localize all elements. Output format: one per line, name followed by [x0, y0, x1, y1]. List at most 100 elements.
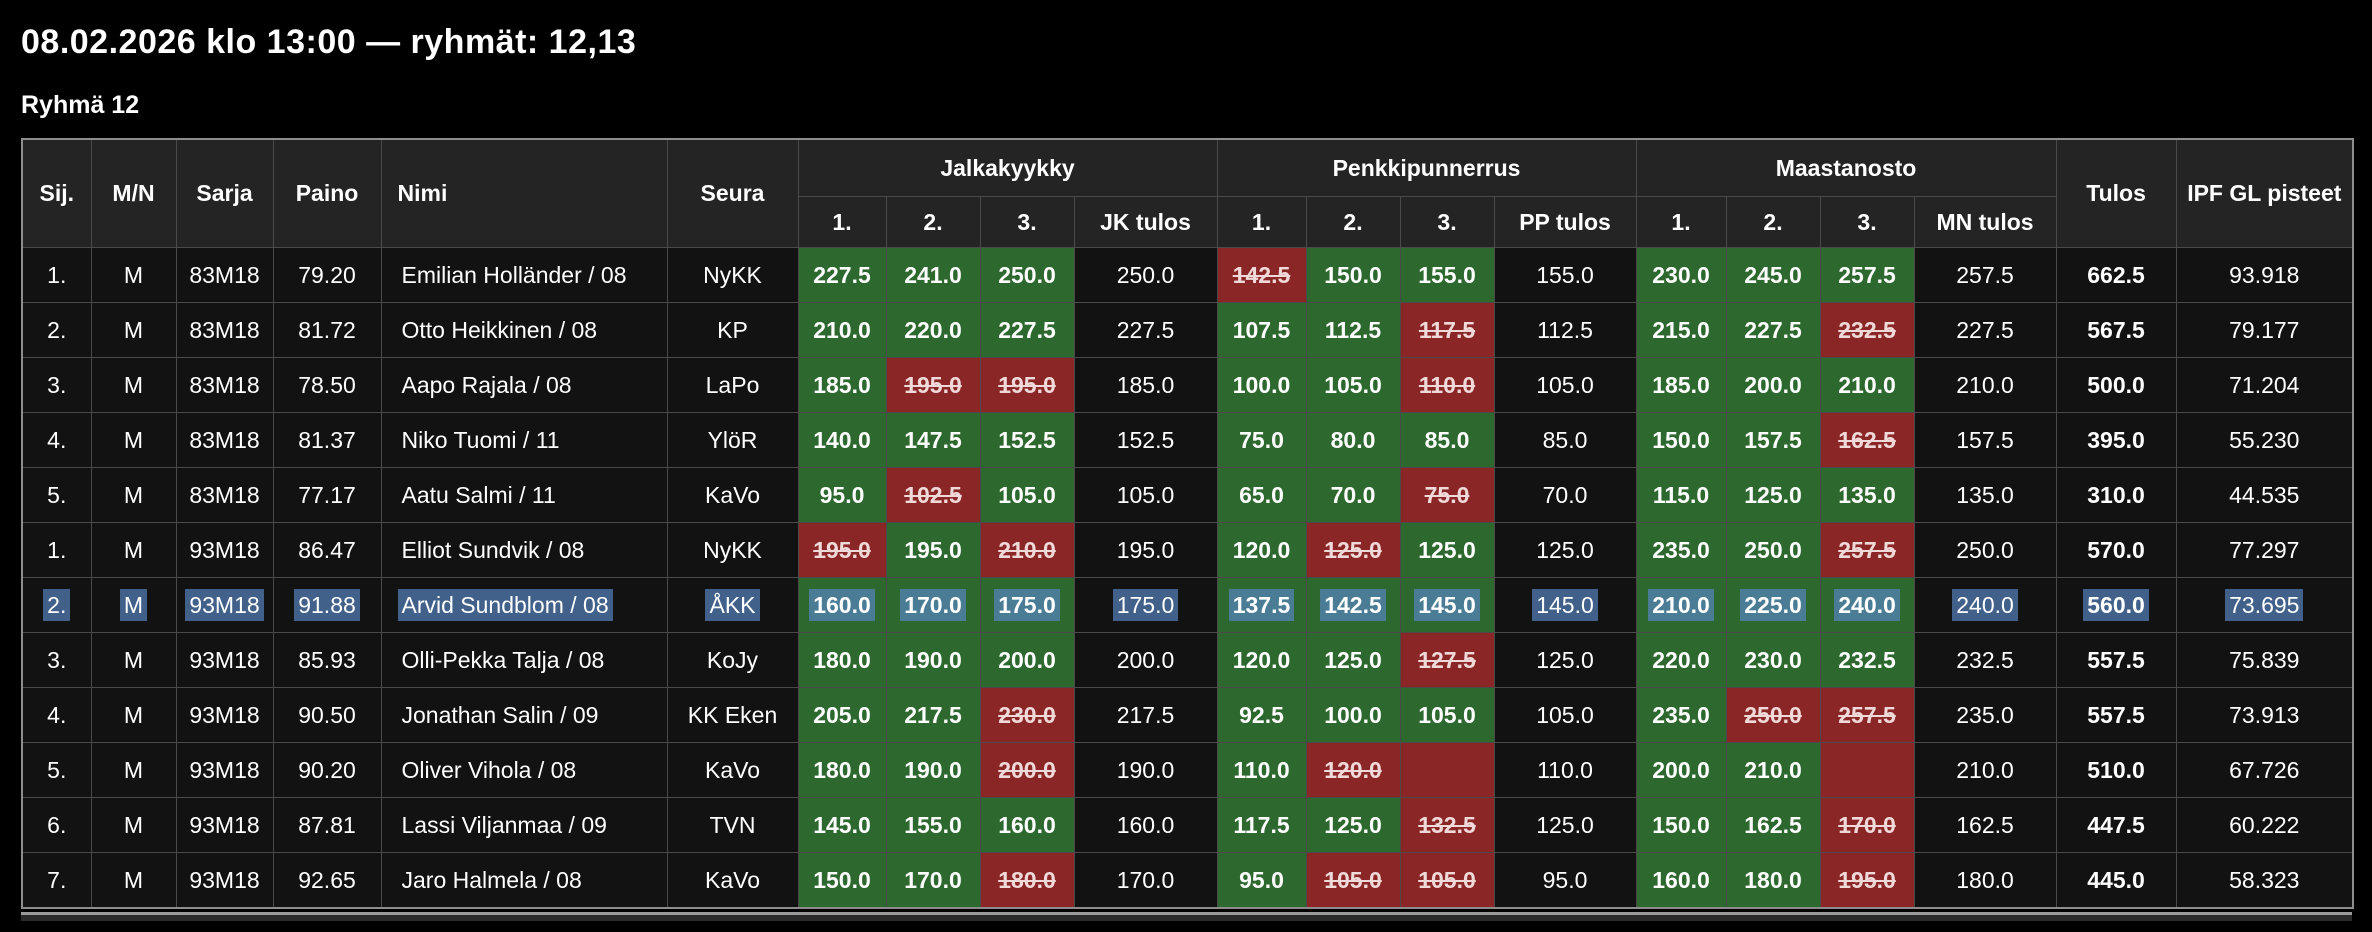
bench-result-cell: 105.0 — [1493, 687, 1637, 743]
table-row[interactable]: 2. M 83M18 81.72 Otto Heikkinen / 08 KP 210.0 2… — [21, 302, 2354, 358]
name-cell: Niko Tuomi / 11 — [380, 412, 668, 468]
class-cell: 83M18 — [175, 467, 274, 523]
col-header-bench-result: PP tulos — [1493, 196, 1637, 248]
gender-cell: M — [90, 742, 177, 798]
deadlift-result-cell: 157.5 — [1913, 412, 2057, 468]
squat-attempt-1: 95.0 — [797, 467, 887, 523]
deadlift-result-cell: 235.0 — [1913, 687, 2057, 743]
gender-cell: M — [90, 302, 177, 358]
bodyweight-cell: 92.65 — [272, 852, 382, 909]
deadlift-attempt-3: 257.5 — [1819, 522, 1915, 578]
bench-attempt-1: 120.0 — [1216, 522, 1307, 578]
squat-attempt-3: 105.0 — [979, 467, 1075, 523]
table-row[interactable]: 4. M 93M18 90.50 Jonathan Salin / 09 KK Eken 2… — [21, 687, 2354, 743]
table-row[interactable]: 5. M 93M18 90.20 Oliver Vihola / 08 KaVo 180.0… — [21, 742, 2354, 798]
club-cell: KaVo — [666, 742, 799, 798]
table-row[interactable]: 3. M 93M18 85.93 Olli-Pekka Talja / 08 KoJy 18… — [21, 632, 2354, 688]
club-cell: KoJy — [666, 632, 799, 688]
bodyweight-cell: 81.37 — [272, 412, 382, 468]
points-cell: 58.323 — [2175, 852, 2354, 909]
col-header-points: IPF GL pisteet — [2175, 138, 2354, 248]
place-cell: 1. — [21, 247, 92, 303]
place-cell: 2. — [21, 577, 92, 633]
bodyweight-cell: 85.93 — [272, 632, 382, 688]
table-row[interactable]: 7. M 93M18 92.65 Jaro Halmela / 08 KaVo 150.0 1… — [21, 852, 2354, 909]
bench-result-cell: 95.0 — [1493, 852, 1637, 909]
class-cell: 83M18 — [175, 412, 274, 468]
name-cell: Arvid Sundblom / 08 — [380, 577, 668, 633]
bench-attempt-1: 110.0 — [1216, 742, 1307, 798]
bodyweight-cell: 78.50 — [272, 357, 382, 413]
bench-attempt-3: 105.0 — [1399, 687, 1495, 743]
bench-attempt-3: 110.0 — [1399, 357, 1495, 413]
deadlift-attempt-1: 185.0 — [1635, 357, 1727, 413]
bench-attempt-2: 120.0 — [1305, 742, 1401, 798]
deadlift-attempt-3: 232.5 — [1819, 302, 1915, 358]
bodyweight-cell: 87.81 — [272, 797, 382, 853]
squat-result-cell: 190.0 — [1073, 742, 1218, 798]
bench-attempt-2: 112.5 — [1305, 302, 1401, 358]
bench-attempt-3: 85.0 — [1399, 412, 1495, 468]
squat-attempt-3: 227.5 — [979, 302, 1075, 358]
club-cell: KaVo — [666, 852, 799, 909]
col-header-deadlift-2: 2. — [1725, 196, 1821, 248]
col-header-squat-3: 3. — [979, 196, 1075, 248]
name-cell: Aapo Rajala / 08 — [380, 357, 668, 413]
squat-result-cell: 152.5 — [1073, 412, 1218, 468]
col-header-squat-2: 2. — [885, 196, 981, 248]
squat-result-cell: 105.0 — [1073, 467, 1218, 523]
squat-attempt-3: 200.0 — [979, 742, 1075, 798]
col-header-place: Sij. — [21, 138, 92, 248]
deadlift-attempt-2: 125.0 — [1725, 467, 1821, 523]
squat-result-cell: 250.0 — [1073, 247, 1218, 303]
deadlift-attempt-3: 135.0 — [1819, 467, 1915, 523]
squat-attempt-2: 155.0 — [885, 797, 981, 853]
deadlift-attempt-1: 215.0 — [1635, 302, 1727, 358]
bench-result-cell: 155.0 — [1493, 247, 1637, 303]
squat-result-cell: 227.5 — [1073, 302, 1218, 358]
points-cell: 71.204 — [2175, 357, 2354, 413]
table-row[interactable]: 1. M 83M18 79.20 Emilian Holländer / 08 NyKK 2… — [21, 247, 2354, 303]
table-row[interactable]: 5. M 83M18 77.17 Aatu Salmi / 11 KaVo 95.0 102.… — [21, 467, 2354, 523]
total-cell: 557.5 — [2055, 632, 2177, 688]
points-cell: 60.222 — [2175, 797, 2354, 853]
points-cell: 44.535 — [2175, 467, 2354, 523]
squat-attempt-2: 195.0 — [885, 357, 981, 413]
bench-attempt-2: 125.0 — [1305, 522, 1401, 578]
deadlift-attempt-3: 257.5 — [1819, 687, 1915, 743]
points-cell: 67.726 — [2175, 742, 2354, 798]
squat-attempt-1: 180.0 — [797, 632, 887, 688]
table-row[interactable]: 3. M 83M18 78.50 Aapo Rajala / 08 LaPo 185.0 19… — [21, 357, 2354, 413]
page-title: 08.02.2026 klo 13:00 — ryhmät: 12,13 — [21, 23, 637, 61]
next-table-sliver — [21, 912, 2352, 921]
deadlift-attempt-2: 250.0 — [1725, 687, 1821, 743]
bench-attempt-1: 107.5 — [1216, 302, 1307, 358]
club-cell: LaPo — [666, 357, 799, 413]
club-cell: KK Eken — [666, 687, 799, 743]
squat-attempt-2: 190.0 — [885, 632, 981, 688]
squat-attempt-2: 190.0 — [885, 742, 981, 798]
name-cell: Olli-Pekka Talja / 08 — [380, 632, 668, 688]
squat-result-cell: 217.5 — [1073, 687, 1218, 743]
deadlift-attempt-2: 180.0 — [1725, 852, 1821, 909]
deadlift-attempt-2: 162.5 — [1725, 797, 1821, 853]
bodyweight-cell: 90.20 — [272, 742, 382, 798]
deadlift-attempt-1: 210.0 — [1635, 577, 1727, 633]
class-cell: 83M18 — [175, 247, 274, 303]
table-row[interactable]: 4. M 83M18 81.37 Niko Tuomi / 11 YlöR 140.0 147… — [21, 412, 2354, 468]
total-cell: 567.5 — [2055, 302, 2177, 358]
table-row[interactable]: 6. M 93M18 87.81 Lassi Viljanmaa / 09 TVN 145.… — [21, 797, 2354, 853]
name-cell: Emilian Holländer / 08 — [380, 247, 668, 303]
gender-cell: M — [90, 687, 177, 743]
squat-attempt-3: 250.0 — [979, 247, 1075, 303]
bench-result-cell: 125.0 — [1493, 632, 1637, 688]
deadlift-result-cell: 240.0 — [1913, 577, 2057, 633]
deadlift-attempt-1: 220.0 — [1635, 632, 1727, 688]
table-row[interactable]: 2. M 93M18 91.88 Arvid Sundblom / 08 ÅKK 160.0… — [21, 577, 2354, 633]
deadlift-result-cell: 180.0 — [1913, 852, 2057, 909]
squat-attempt-1: 150.0 — [797, 852, 887, 909]
bench-result-cell: 70.0 — [1493, 467, 1637, 523]
bench-attempt-1: 117.5 — [1216, 797, 1307, 853]
place-cell: 4. — [21, 412, 92, 468]
table-row[interactable]: 1. M 93M18 86.47 Elliot Sundvik / 08 NyKK 195.… — [21, 522, 2354, 578]
